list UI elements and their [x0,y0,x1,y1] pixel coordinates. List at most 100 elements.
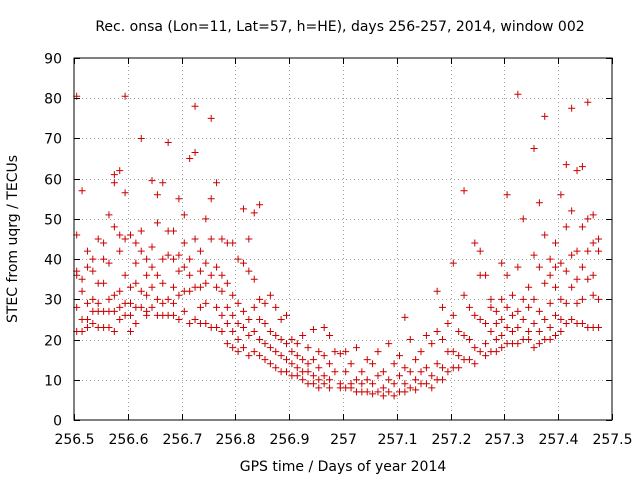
data-point [449,311,457,319]
data-point [293,372,301,380]
data-point [503,191,511,199]
x-tick-label: 256.8 [215,432,255,448]
data-point [304,344,312,352]
data-point [433,287,441,295]
data-point [503,271,511,279]
data-point [525,328,533,336]
data-point [546,255,554,263]
data-point [121,92,129,100]
data-point [283,356,291,364]
data-point [132,279,140,287]
data-point [401,313,409,321]
data-point [428,372,436,380]
data-point [234,336,242,344]
data-point [218,328,226,336]
data-point [519,215,527,223]
data-point [541,112,549,120]
data-point [239,307,247,315]
data-point [110,223,118,231]
data-point [250,275,258,283]
data-point [148,303,156,311]
data-point [223,279,231,287]
y-axis-label: STEC from uqrg / TECUs [5,155,21,323]
data-point [207,235,215,243]
data-point [541,279,549,287]
data-point [110,179,118,187]
data-point [433,360,441,368]
data-point [288,336,296,344]
data-point [573,167,581,175]
data-point [148,243,156,251]
data-point [374,348,382,356]
data-point [482,352,490,360]
data-point [202,215,210,223]
data-point [100,255,108,263]
data-point [514,90,522,98]
data-point [207,114,215,122]
data-point [352,344,360,352]
data-point [374,388,382,396]
data-point [250,348,258,356]
x-tick-label: 257.3 [484,432,524,448]
data-point [385,388,393,396]
data-point [578,295,586,303]
data-point [326,376,334,384]
data-point [175,195,183,203]
data-point [535,340,543,348]
data-point [175,315,183,323]
data-point [78,328,86,336]
data-point [126,299,134,307]
data-point [374,372,382,380]
data-point [503,303,511,311]
data-point [116,303,124,311]
data-point [213,263,221,271]
data-point [546,336,554,344]
data-point [293,364,301,372]
y-tick-label: 90 [44,52,62,68]
data-point [320,380,328,388]
data-point [180,211,188,219]
data-point [519,315,527,323]
data-point [342,348,350,356]
data-point [266,344,274,352]
data-point [331,348,339,356]
data-point [250,303,258,311]
data-point [546,323,554,331]
x-tick-label: 256.5 [54,432,94,448]
data-point [261,299,269,307]
data-point [487,328,495,336]
data-point [245,235,253,243]
data-point [417,368,425,376]
data-point [390,392,398,400]
data-point [568,251,576,259]
x-axis-label: GPS time / Days of year 2014 [240,459,447,475]
data-point [245,352,253,360]
data-point [578,223,586,231]
data-point [589,211,597,219]
data-point [417,348,425,356]
data-point [401,388,409,396]
data-point [508,328,516,336]
x-tick-label: 256.9 [269,432,309,448]
data-point [379,392,387,400]
data-point [595,235,603,243]
data-point [105,295,113,303]
data-point [309,372,317,380]
data-point [153,295,161,303]
y-tick-label: 70 [44,132,62,148]
data-point [94,235,102,243]
data-point [406,368,414,376]
data-point [283,311,291,319]
data-point [385,340,393,348]
data-point [498,295,506,303]
data-point [444,319,452,327]
data-point [89,267,97,275]
data-point [589,239,597,247]
data-point [126,283,134,291]
data-point [272,348,280,356]
data-point [390,360,398,368]
data-point [342,368,350,376]
data-point [256,295,264,303]
data-point [552,332,560,340]
data-point [191,149,199,157]
